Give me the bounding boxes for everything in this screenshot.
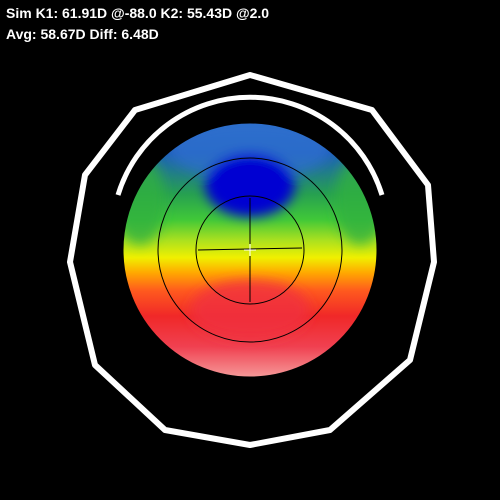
- keratometry-line: Sim K1: 61.91D @-88.0 K2: 55.43D @2.0: [6, 5, 270, 21]
- average-line: Avg: 58.67D Diff: 6.48D: [6, 26, 159, 42]
- inner-arc: [115, 94, 385, 196]
- outer-ring: [67, 72, 437, 448]
